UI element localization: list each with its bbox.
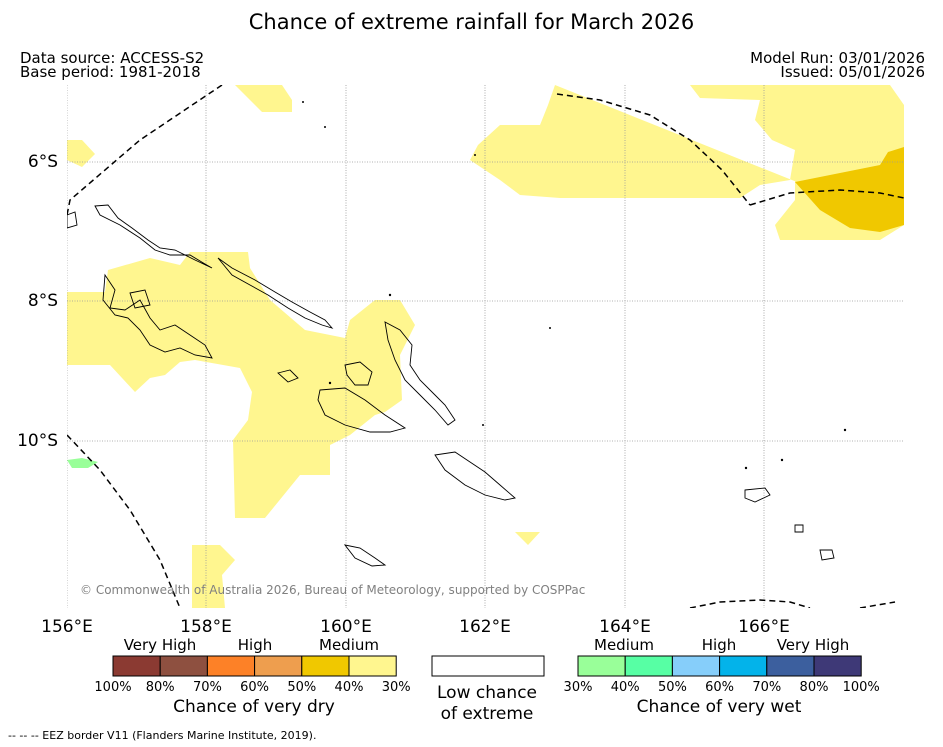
eez-footnote: -- -- -- EEZ border V11 (Flanders Marine… (8, 729, 317, 742)
wet-group-label: Very High (777, 636, 850, 654)
eez-border-ne (556, 93, 751, 206)
dry-region-small-patch (515, 532, 540, 545)
dry-group-label: High (238, 636, 272, 654)
dry-caption: Chance of very dry (173, 697, 335, 717)
dry-tick-label: 80% (146, 680, 175, 695)
lat-label: 8°S (28, 291, 58, 311)
wet-legend: Medium High Very High 30% 40% 50% 60% 70% 80%… (564, 636, 880, 717)
wet-tick-label: 100% (843, 680, 880, 695)
copyright-notice: © Commonwealth of Australia 2026, Bureau… (80, 583, 585, 597)
wet-swatch (766, 655, 815, 677)
wet-swatch (624, 655, 673, 677)
dry-swatch (254, 655, 303, 677)
wet-swatch (577, 655, 626, 677)
dry-swatch (301, 655, 350, 677)
medium-dry-regions (67, 85, 904, 608)
russell-islands (277, 369, 299, 383)
dry-legend: Very High High Medium 100% 80% 70% 60% 50% 40… (94, 636, 410, 717)
higher-medium-dry-region (795, 147, 904, 232)
dry-region-south (192, 545, 235, 608)
page-title: Chance of extreme rainfall for March 202… (248, 10, 695, 34)
lon-label: 160°E (320, 617, 372, 637)
wet-tick-label: 80% (800, 680, 829, 695)
wet-swatch (671, 655, 721, 677)
low-chance-caption-line1: Low chance (437, 683, 537, 703)
lon-label: 162°E (459, 617, 511, 637)
santa-cruz-island (744, 487, 771, 503)
lat-label: 6°S (28, 152, 58, 172)
dry-tick-labels: 100% 80% 70% 60% 50% 40% 30% (94, 680, 410, 695)
dry-tick-label: 30% (382, 680, 411, 695)
dry-group-label: Very High (124, 636, 197, 654)
wet-tick-label: 30% (564, 680, 593, 695)
eez-border-e (749, 189, 904, 206)
low-chance-legend: Low chance of extreme (431, 655, 545, 724)
lon-label: 164°E (599, 617, 651, 637)
wet-tick-label: 70% (752, 680, 781, 695)
wet-tick-label: 40% (611, 680, 640, 695)
lon-label: 158°E (180, 617, 232, 637)
eez-border-se (689, 599, 811, 608)
dry-region-solomon (67, 252, 415, 518)
low-chance-swatch (431, 655, 545, 677)
wet-swatch (719, 655, 768, 677)
eez-border-sw (67, 434, 181, 608)
small-island-2 (819, 549, 835, 561)
small-island-1 (794, 524, 804, 533)
new-georgia-coast (102, 273, 213, 359)
gridlines (67, 85, 904, 608)
map-area (67, 85, 904, 608)
guadalcanal-coast (317, 387, 407, 433)
rennell-coast (343, 544, 387, 567)
lat-labels: 6°S 8°S 10°S (17, 152, 58, 451)
dry-tick-label: 70% (193, 680, 222, 695)
dry-tick-label: 50% (287, 680, 316, 695)
bougainville-coast (94, 204, 213, 269)
wet-swatch (813, 655, 862, 677)
lon-label: 156°E (41, 617, 93, 637)
wet-colorbar (577, 655, 862, 677)
dry-swatch (159, 655, 208, 677)
dry-swatch (206, 655, 256, 677)
eez-border-se-2 (859, 601, 896, 608)
small-island-4 (67, 211, 78, 229)
base-period-label: Base period: 1981-2018 (20, 63, 201, 81)
eez-borders (67, 85, 904, 608)
dry-tick-label: 100% (94, 680, 131, 695)
malaita-coast (344, 361, 373, 386)
dry-tick-label: 60% (240, 680, 269, 695)
dry-colorbar (112, 655, 397, 677)
model-run-label: Model Run: 03/01/2026 (750, 49, 925, 67)
wet-tick-labels: 30% 40% 50% 60% 70% 80% 100% (564, 680, 880, 695)
dry-region-west-tip (67, 140, 95, 167)
wet-group-label: High (702, 636, 736, 654)
lat-label: 10°S (17, 431, 58, 451)
choiseul-coast (217, 257, 334, 329)
santa-isabel-coast (384, 321, 456, 426)
wet-group-label: Medium (594, 636, 654, 654)
low-chance-caption-line2: of extreme (441, 704, 534, 724)
wet-tick-label: 50% (658, 680, 687, 695)
data-source-label: Data source: ACCESS-S2 (20, 49, 205, 67)
makira-coast (434, 451, 516, 501)
medium-wet-region (67, 458, 98, 468)
dry-group-label: Medium (319, 636, 379, 654)
dry-swatch (112, 655, 161, 677)
coastlines (67, 204, 835, 567)
issued-label: Issued: 05/01/2026 (780, 63, 925, 81)
dry-region-north-center (235, 85, 292, 112)
lon-label: 166°E (738, 617, 790, 637)
dry-region-north-east (470, 85, 904, 240)
dry-tick-label: 40% (335, 680, 364, 695)
lon-labels: 156°E 158°E 160°E 162°E 164°E 166°E (41, 617, 790, 637)
eez-border-nw (67, 85, 223, 216)
wet-tick-label: 60% (705, 680, 734, 695)
dry-swatch (348, 655, 397, 677)
tiny-islands (302, 101, 847, 470)
small-island-3 (129, 289, 151, 309)
wet-caption: Chance of very wet (637, 697, 802, 717)
